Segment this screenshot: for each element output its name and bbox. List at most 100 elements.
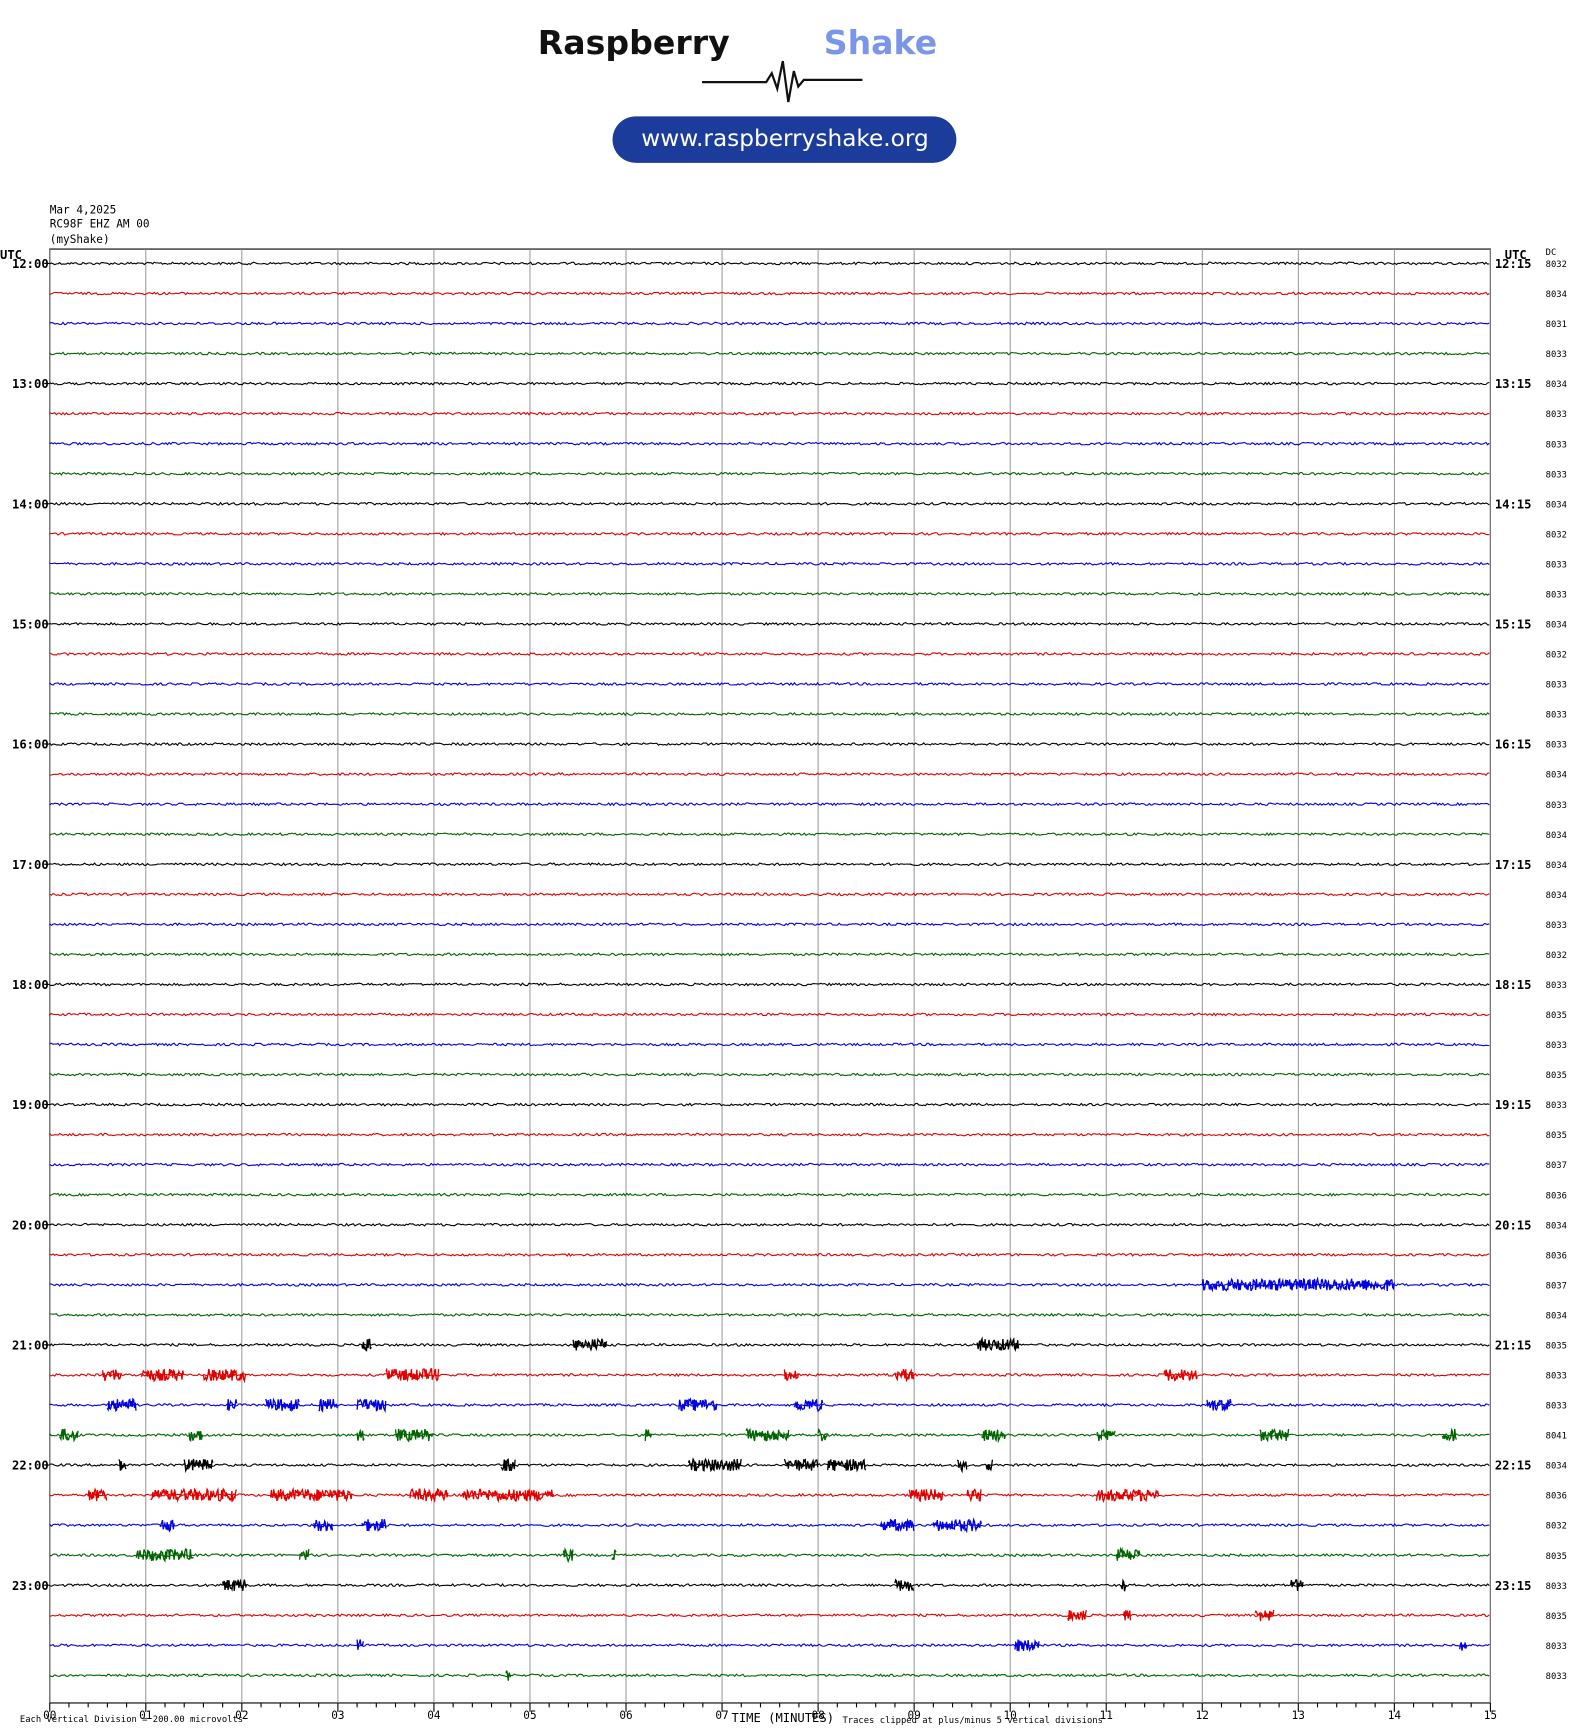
burst (1115, 1546, 1141, 1561)
trace (49, 531, 1490, 536)
dc-value: 8033 (1546, 1041, 1567, 1051)
burst (118, 1459, 127, 1471)
dc-value: 8033 (1546, 1402, 1567, 1412)
burst (976, 1336, 1020, 1353)
row-label-left: 12:00 (12, 257, 49, 271)
row-label-left: 14:00 (12, 497, 49, 511)
trace (49, 591, 1490, 597)
trace (49, 1012, 1490, 1017)
dc-value: 8033 (1546, 560, 1567, 570)
burst (894, 1368, 915, 1383)
trace (49, 621, 1490, 626)
burst (985, 1459, 994, 1472)
burst (394, 1428, 434, 1443)
dc-value: 8033 (1546, 440, 1567, 450)
dc-header: DC (1546, 248, 1557, 258)
url-pill (612, 116, 957, 163)
burst (222, 1578, 248, 1592)
dc-value: 8033 (1546, 1582, 1567, 1592)
trace (49, 1342, 1490, 1347)
date: Mar 4,2025 (50, 203, 117, 216)
burst (611, 1549, 617, 1561)
trace (49, 741, 1490, 747)
trace (49, 772, 1490, 777)
burst (1459, 1642, 1468, 1651)
dc-value: 8036 (1546, 1251, 1567, 1261)
trace (49, 381, 1490, 386)
brand-second: Shake (824, 23, 938, 62)
dc-value: 8037 (1546, 1281, 1567, 1291)
row-label-left: 23:00 (12, 1579, 49, 1593)
row-label-right: 12:15 (1495, 257, 1532, 271)
burst (562, 1547, 574, 1564)
burst (1206, 1399, 1232, 1413)
dc-value: 8035 (1546, 1011, 1567, 1021)
burst (1120, 1578, 1128, 1592)
burst (150, 1487, 238, 1503)
row-label-right: 16:15 (1495, 738, 1532, 752)
trace (49, 1162, 1490, 1167)
trace (49, 952, 1490, 957)
dc-value: 8033 (1546, 981, 1567, 991)
x-tick-label: 05 (523, 1709, 536, 1722)
burst (313, 1518, 334, 1532)
row-label-right: 17:15 (1495, 858, 1532, 872)
dc-value: 8034 (1546, 380, 1567, 390)
trace (49, 1643, 1490, 1648)
dc-value: 8036 (1546, 1492, 1567, 1502)
burst (1163, 1369, 1198, 1382)
dc-value: 8034 (1546, 1311, 1567, 1321)
x-axis-label: TIME (MINUTES) (732, 1711, 834, 1725)
row-label-right: 13:15 (1495, 377, 1532, 391)
burst (1014, 1638, 1040, 1653)
trace (49, 321, 1490, 326)
dc-value: 8033 (1546, 921, 1567, 931)
burst (298, 1549, 310, 1560)
burst (356, 1639, 364, 1650)
row-label-right: 20:15 (1495, 1218, 1532, 1232)
trace (49, 1462, 1490, 1468)
burst (101, 1369, 122, 1382)
dc-value: 8036 (1546, 1191, 1567, 1201)
burst (1254, 1609, 1275, 1622)
dc-value: 8033 (1546, 1101, 1567, 1111)
dc-value: 8033 (1546, 1672, 1567, 1682)
trace (49, 862, 1490, 867)
dc-value: 8037 (1546, 1161, 1567, 1171)
logo-wave (702, 60, 863, 103)
dc-value: 8034 (1546, 891, 1567, 901)
station: RC98F EHZ AM 00 (50, 218, 150, 231)
burst (361, 1519, 387, 1532)
burst (1095, 1488, 1160, 1504)
burst (135, 1548, 194, 1563)
burst (932, 1517, 983, 1534)
dc-value: 8032 (1546, 260, 1567, 270)
dc-value: 8033 (1546, 711, 1567, 721)
burst (202, 1368, 247, 1384)
dc-value: 8034 (1546, 1462, 1567, 1472)
burst (745, 1427, 790, 1442)
burst (678, 1397, 718, 1412)
x-tick-label: 07 (715, 1709, 728, 1722)
burst (106, 1397, 137, 1413)
row-label-left: 19:00 (12, 1098, 49, 1112)
dc-value: 8041 (1546, 1432, 1567, 1442)
row-label-left: 13:00 (12, 377, 49, 391)
row-label-left: 15:00 (12, 618, 49, 632)
dc-value: 8033 (1546, 410, 1567, 420)
x-tick-label: 04 (427, 1709, 441, 1722)
burst (159, 1519, 175, 1533)
x-tick-label: 03 (331, 1709, 344, 1722)
trace (49, 1583, 1490, 1588)
burst (1201, 1276, 1395, 1293)
trace (49, 561, 1490, 566)
row-label-right: 21:15 (1495, 1338, 1532, 1352)
burst (59, 1428, 79, 1443)
trace (49, 681, 1490, 687)
burst (1067, 1609, 1088, 1623)
dc-value: 8032 (1546, 1522, 1567, 1532)
row-label-right: 22:15 (1495, 1459, 1532, 1473)
burst (572, 1337, 608, 1352)
